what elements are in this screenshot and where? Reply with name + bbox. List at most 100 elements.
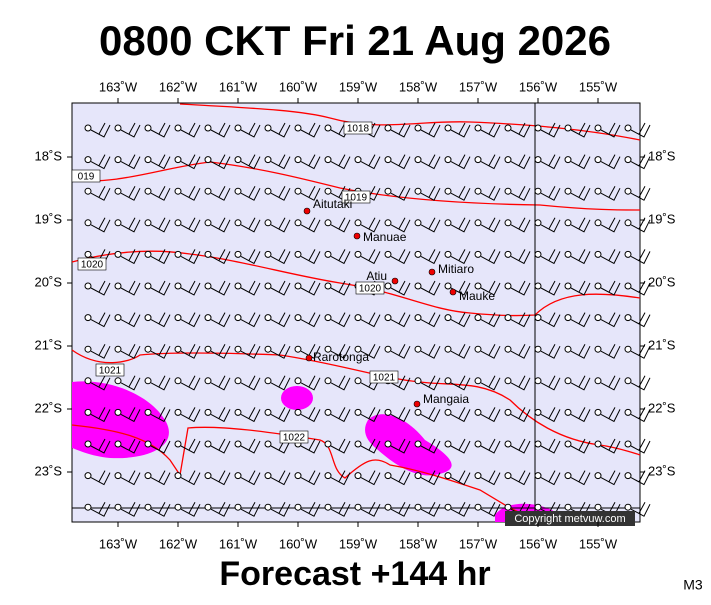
barb-station (534, 377, 542, 385)
barb-station (594, 187, 602, 195)
barb-station (114, 345, 122, 353)
isobar-label: 1020 (81, 260, 104, 271)
barb-station (444, 156, 452, 164)
barb (450, 438, 471, 454)
barb (300, 501, 321, 517)
barb-station (414, 314, 422, 322)
barb (180, 185, 201, 201)
barb-station (294, 219, 302, 227)
barb-station (444, 219, 452, 227)
isobar-label-box (355, 281, 385, 295)
barb (150, 280, 171, 296)
barb (420, 438, 441, 454)
barb (180, 470, 201, 486)
barb (510, 280, 531, 296)
island (305, 354, 313, 362)
barb (210, 280, 231, 296)
barb (210, 154, 231, 170)
barb-station (354, 314, 362, 322)
barb-station (414, 219, 422, 227)
barb-station (384, 314, 392, 322)
barb-station (414, 440, 422, 448)
barb-station (624, 440, 632, 448)
barb-station (324, 250, 332, 258)
barb (510, 185, 531, 201)
barb (420, 407, 441, 423)
barb (390, 249, 411, 265)
barb-station (204, 314, 212, 322)
barb-station (264, 377, 272, 385)
barb-station (204, 345, 212, 353)
barb-station (234, 503, 242, 511)
barb-station (144, 156, 152, 164)
barb (210, 312, 231, 328)
barb-station (234, 282, 242, 290)
barb-station (204, 250, 212, 258)
barb-station (174, 124, 182, 132)
barb (420, 122, 441, 138)
barb (630, 312, 651, 328)
barb-station (294, 282, 302, 290)
barb (180, 312, 201, 328)
barb (120, 154, 141, 170)
barb (90, 438, 111, 454)
isobar-label: 019 (78, 172, 95, 183)
barb-station (624, 472, 632, 480)
barb-station (384, 156, 392, 164)
barb-station (204, 156, 212, 164)
barb-station (414, 250, 422, 258)
barb-station (234, 440, 242, 448)
isobar-label: 1019 (345, 193, 368, 204)
barb (420, 280, 441, 296)
barb-station (264, 503, 272, 511)
barb-station (234, 250, 242, 258)
barb-station (114, 124, 122, 132)
barb (240, 249, 261, 265)
barb (540, 154, 561, 170)
barb (150, 185, 171, 201)
barb (270, 280, 291, 296)
barb-station (114, 440, 122, 448)
barb (630, 249, 651, 265)
barb (210, 343, 231, 359)
barb (90, 217, 111, 233)
barb-station (624, 250, 632, 258)
barb (90, 122, 111, 138)
lat-label: 22˚S (648, 400, 676, 415)
barb-station (174, 377, 182, 385)
lon-label: 158˚W (399, 79, 438, 94)
barb-station (324, 156, 332, 164)
barb (330, 343, 351, 359)
barb-station (144, 345, 152, 353)
barb (360, 312, 381, 328)
barb-station (294, 345, 302, 353)
barb-station (534, 250, 542, 258)
barb (480, 407, 501, 423)
barb-station (354, 408, 362, 416)
barb (150, 154, 171, 170)
barb (420, 185, 441, 201)
barb-station (534, 156, 542, 164)
barb-station (204, 219, 212, 227)
barb (270, 470, 291, 486)
barb-station (624, 408, 632, 416)
barb (600, 312, 621, 328)
barb-station (414, 187, 422, 195)
barb (480, 122, 501, 138)
barb (420, 470, 441, 486)
barb-station (564, 408, 572, 416)
barb (240, 280, 261, 296)
lon-label: 156˚W (519, 79, 558, 94)
lat-label: 22˚S (35, 400, 63, 415)
barb-station (594, 472, 602, 480)
barb-station (114, 503, 122, 511)
barb (90, 501, 111, 517)
barb-station (384, 250, 392, 258)
barb (180, 343, 201, 359)
barb (120, 343, 141, 359)
barb (390, 154, 411, 170)
lat-label: 23˚S (648, 463, 676, 478)
barb-station (414, 503, 422, 511)
barb (120, 312, 141, 328)
barb (600, 438, 621, 454)
